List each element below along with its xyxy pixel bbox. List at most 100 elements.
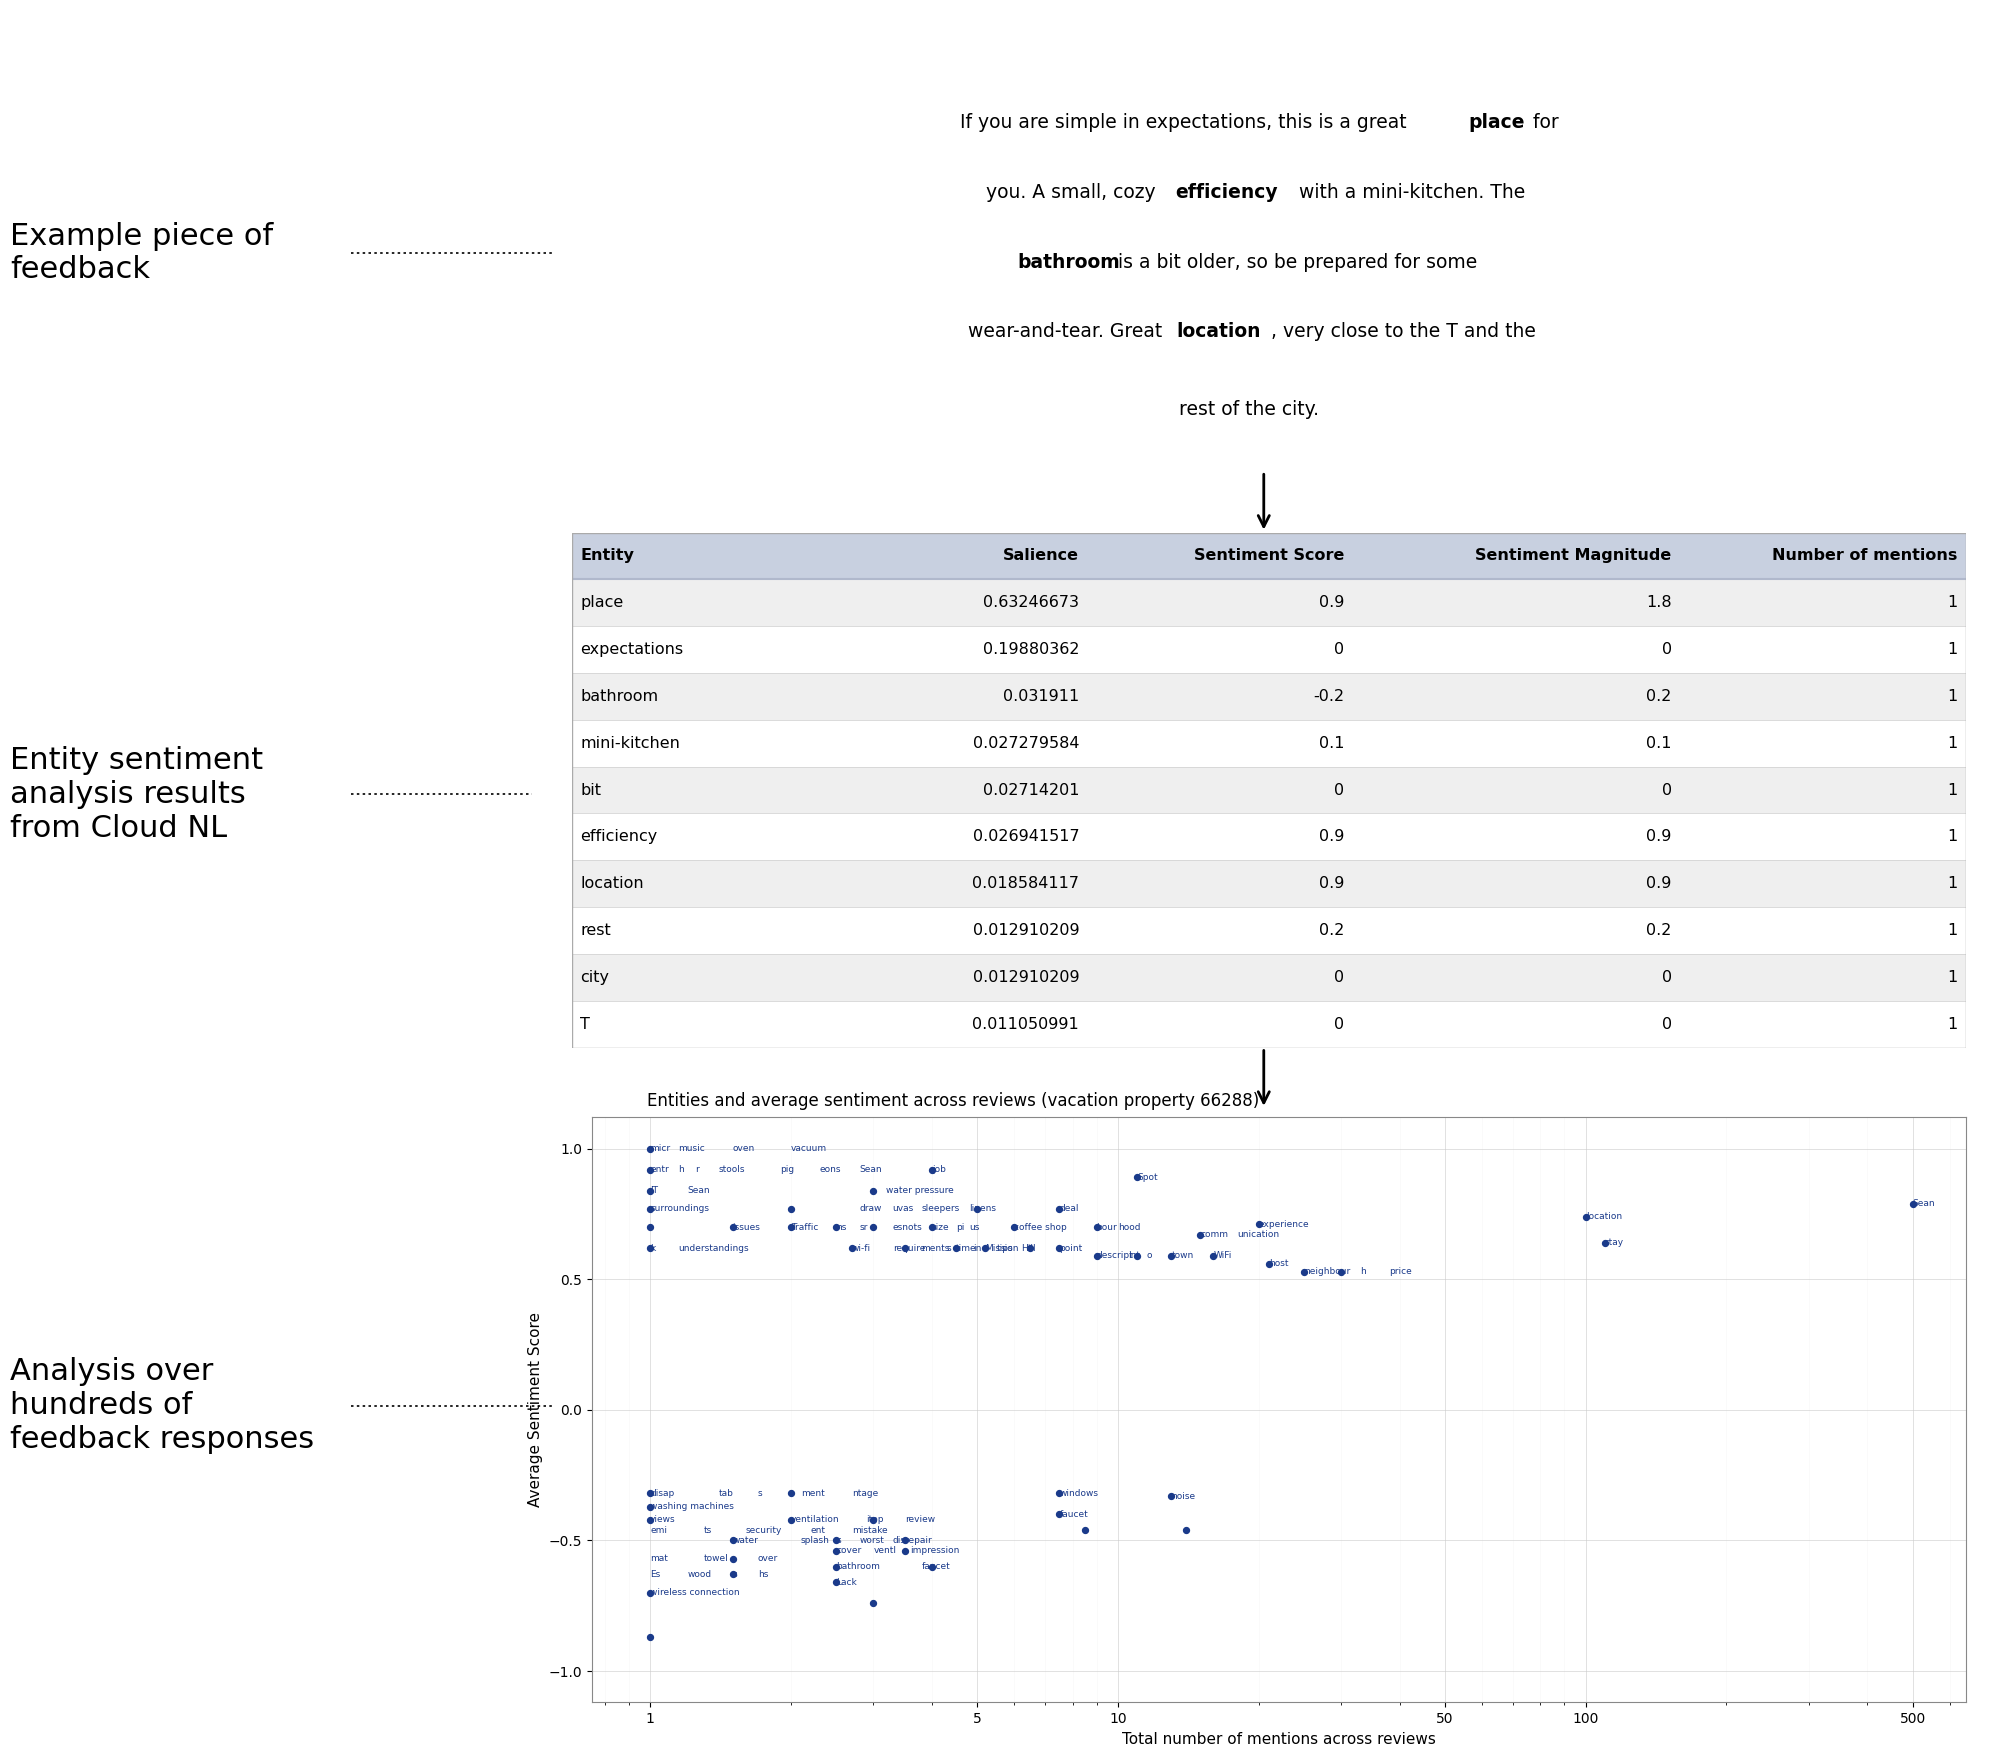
Text: 0: 0 — [1660, 1016, 1670, 1032]
Text: Analysis over
hundreds of
feedback responses: Analysis over hundreds of feedback respo… — [10, 1357, 315, 1454]
Text: efficiency: efficiency — [1175, 183, 1277, 203]
Point — [916, 1156, 948, 1184]
Text: 0: 0 — [1333, 969, 1343, 985]
Text: faucet: faucet — [1059, 1510, 1087, 1519]
Point — [820, 1213, 852, 1241]
Text: require: require — [892, 1243, 924, 1252]
Text: Sean: Sean — [688, 1186, 710, 1194]
Text: music: music — [678, 1144, 706, 1154]
Bar — [571, 533, 1965, 580]
Text: 1.8: 1.8 — [1646, 595, 1670, 611]
Text: wear-and-tear. Great: wear-and-tear. Great — [966, 323, 1167, 342]
Text: pig: pig — [780, 1165, 794, 1173]
Text: mat: mat — [650, 1554, 668, 1563]
Text: Mis: Mis — [984, 1243, 1000, 1252]
Text: 0.63246673: 0.63246673 — [982, 595, 1079, 611]
Text: Sentiment Magnitude: Sentiment Magnitude — [1476, 548, 1670, 564]
Text: sleepers: sleepers — [920, 1205, 958, 1213]
Text: 0.011050991: 0.011050991 — [972, 1016, 1079, 1032]
Text: 0: 0 — [1660, 782, 1670, 798]
Text: 0.19880362: 0.19880362 — [982, 643, 1079, 656]
Text: 1: 1 — [1947, 829, 1957, 845]
Text: o: o — [1145, 1252, 1151, 1261]
Text: unication: unication — [1237, 1231, 1279, 1240]
Text: coffee shop: coffee shop — [1015, 1222, 1067, 1231]
Text: 1: 1 — [1947, 876, 1957, 890]
Text: wood: wood — [688, 1570, 712, 1578]
Text: s: s — [732, 1570, 736, 1578]
Text: town: town — [1171, 1252, 1193, 1261]
Text: 0: 0 — [1333, 1016, 1343, 1032]
Text: 0.2: 0.2 — [1646, 924, 1670, 938]
Text: k: k — [650, 1243, 656, 1252]
Point — [716, 1213, 748, 1241]
Point — [634, 1156, 666, 1184]
Text: Sentiment Score: Sentiment Score — [1193, 548, 1343, 564]
Text: Entity: Entity — [579, 548, 634, 564]
Text: hs: hs — [758, 1570, 768, 1578]
Text: mistake: mistake — [852, 1526, 886, 1535]
Point — [634, 1505, 666, 1533]
Text: is a bit older, so be prepared for some: is a bit older, so be prepared for some — [1111, 253, 1476, 272]
Text: 0.012910209: 0.012910209 — [972, 924, 1079, 938]
Point — [916, 1552, 948, 1580]
Point — [716, 1526, 748, 1554]
Text: esnots: esnots — [892, 1222, 922, 1231]
Text: you. A small, cozy: you. A small, cozy — [984, 183, 1161, 203]
Text: entr: entr — [650, 1165, 668, 1173]
Text: ventilation: ventilation — [790, 1516, 840, 1524]
Text: ts: ts — [704, 1526, 712, 1535]
Point — [1241, 1210, 1273, 1238]
Text: s: s — [946, 1243, 950, 1252]
Point — [774, 1505, 806, 1533]
Text: If you are simple in expectations, this is a great: If you are simple in expectations, this … — [960, 113, 1412, 133]
Point — [1895, 1189, 1927, 1217]
Point — [1197, 1241, 1229, 1269]
Text: 0: 0 — [1333, 782, 1343, 798]
Text: location: location — [1177, 323, 1261, 342]
Text: 1: 1 — [1947, 924, 1957, 938]
Point — [1121, 1163, 1153, 1191]
Text: s: s — [836, 1536, 840, 1545]
Text: surroundings: surroundings — [650, 1205, 710, 1213]
Point — [1251, 1250, 1283, 1278]
Text: 1: 1 — [1947, 690, 1957, 704]
Point — [820, 1536, 852, 1564]
Text: 0: 0 — [1660, 643, 1670, 656]
Point — [856, 1589, 888, 1617]
Text: 0.02714201: 0.02714201 — [982, 782, 1079, 798]
Point — [888, 1536, 920, 1564]
Text: deal: deal — [1059, 1205, 1079, 1213]
Text: 1: 1 — [1947, 643, 1957, 656]
Point — [634, 1135, 666, 1163]
Text: 1: 1 — [1947, 735, 1957, 751]
Text: size: size — [932, 1222, 948, 1231]
Text: washing machines: washing machines — [650, 1502, 734, 1510]
Text: 0.2: 0.2 — [1646, 690, 1670, 704]
Text: , very close to the T and the: , very close to the T and the — [1271, 323, 1536, 342]
Text: location: location — [1584, 1212, 1620, 1220]
Text: water pressure: water pressure — [886, 1186, 954, 1194]
Text: 1: 1 — [1947, 782, 1957, 798]
Bar — [571, 814, 1965, 861]
Text: h: h — [678, 1165, 684, 1173]
Point — [634, 1213, 666, 1241]
Point — [1588, 1229, 1620, 1257]
Text: tab: tab — [718, 1489, 734, 1498]
Text: cover: cover — [836, 1547, 862, 1556]
Text: noise: noise — [1171, 1491, 1195, 1500]
Text: issues: issues — [732, 1222, 760, 1231]
Point — [1015, 1234, 1047, 1262]
Text: Traffic: Traffic — [790, 1222, 818, 1231]
Point — [1043, 1234, 1075, 1262]
Text: 0.9: 0.9 — [1646, 829, 1670, 845]
Text: place: place — [1468, 113, 1524, 133]
Text: wireless connection: wireless connection — [650, 1589, 740, 1598]
Text: water: water — [732, 1536, 758, 1545]
Text: bathroom: bathroom — [1017, 253, 1119, 272]
Bar — [571, 953, 1965, 1000]
Text: experience: experience — [1257, 1220, 1309, 1229]
Text: IT: IT — [650, 1186, 658, 1194]
Text: mini-kitchen: mini-kitchen — [579, 735, 680, 751]
Text: efficiency: efficiency — [579, 829, 658, 845]
